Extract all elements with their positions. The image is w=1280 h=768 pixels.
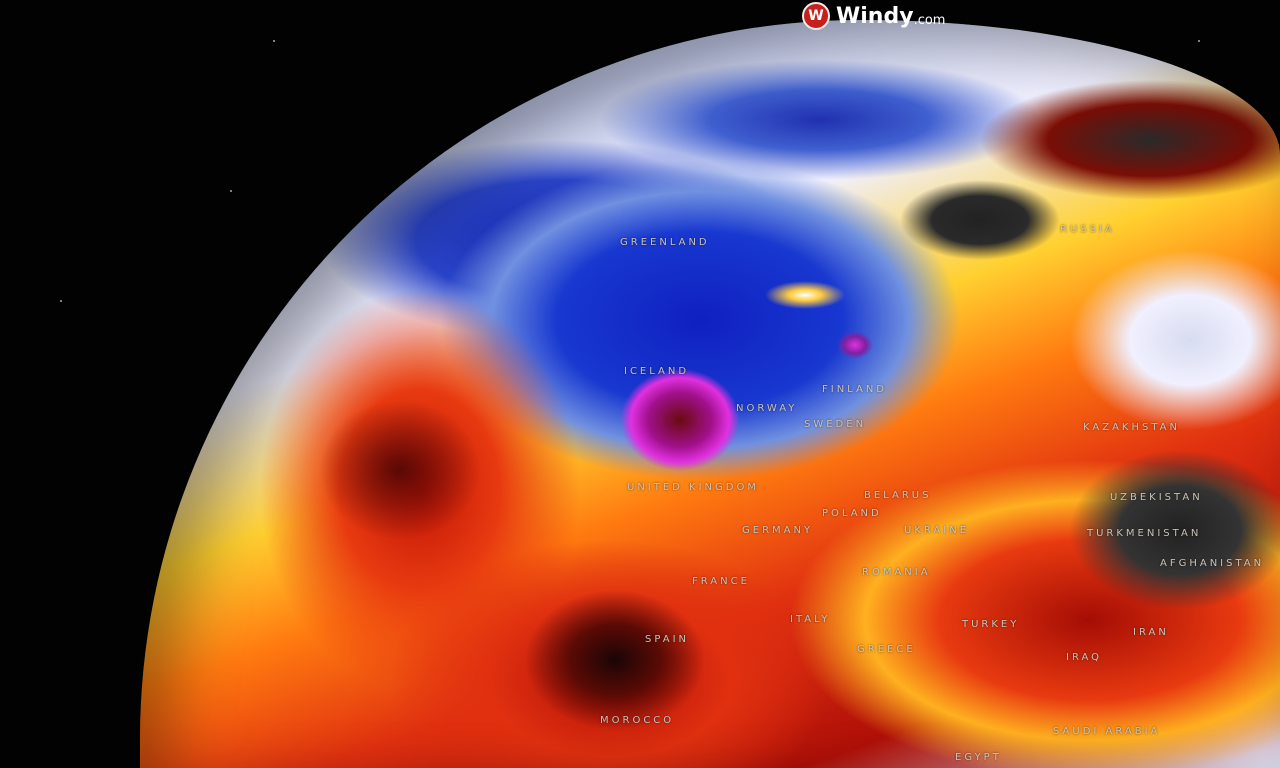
brand-name: Windy [836,3,914,29]
label-iraq: IRAQ [1066,652,1103,663]
label-russia: RUSSIA [1060,224,1115,235]
label-belarus: BELARUS [864,490,932,501]
label-iran: IRAN [1133,627,1169,638]
label-turkey: TURKEY [962,619,1020,630]
label-poland: POLAND [822,508,882,519]
star [230,190,232,192]
label-afghanistan: AFGHANISTAN [1160,558,1265,569]
label-italy: ITALY [790,614,831,625]
label-spain: SPAIN [645,634,690,645]
brand-suffix: .com [913,12,946,28]
star [60,300,62,302]
label-germany: GERMANY [742,525,814,536]
label-kazakhstan: KAZAKHSTAN [1083,422,1180,433]
label-france: FRANCE [692,576,750,587]
label-egypt: EGYPT [955,752,1002,763]
label-turkmenistan: TURKMENISTAN [1087,528,1202,539]
label-uzbekistan: UZBEKISTAN [1110,492,1203,503]
star [1198,40,1200,42]
label-united-kingdom: UNITED KINGDOM [627,482,759,493]
label-sweden: SWEDEN [804,419,867,430]
star [273,40,275,42]
label-iceland: ICELAND [624,366,690,377]
label-greenland: GREENLAND [620,237,710,248]
label-saudi-arabia: SAUDI ARABIA [1053,726,1161,737]
windy-logo-icon: W [802,2,830,30]
label-finland: FINLAND [822,384,888,395]
label-morocco: MOROCCO [600,715,675,726]
label-norway: NORWAY [736,403,798,414]
windy-brand[interactable]: W Windy .com [802,2,945,30]
label-greece: GREECE [857,644,916,655]
label-romania: ROMANIA [862,567,931,578]
label-ukraine: UKRAINE [904,525,970,536]
